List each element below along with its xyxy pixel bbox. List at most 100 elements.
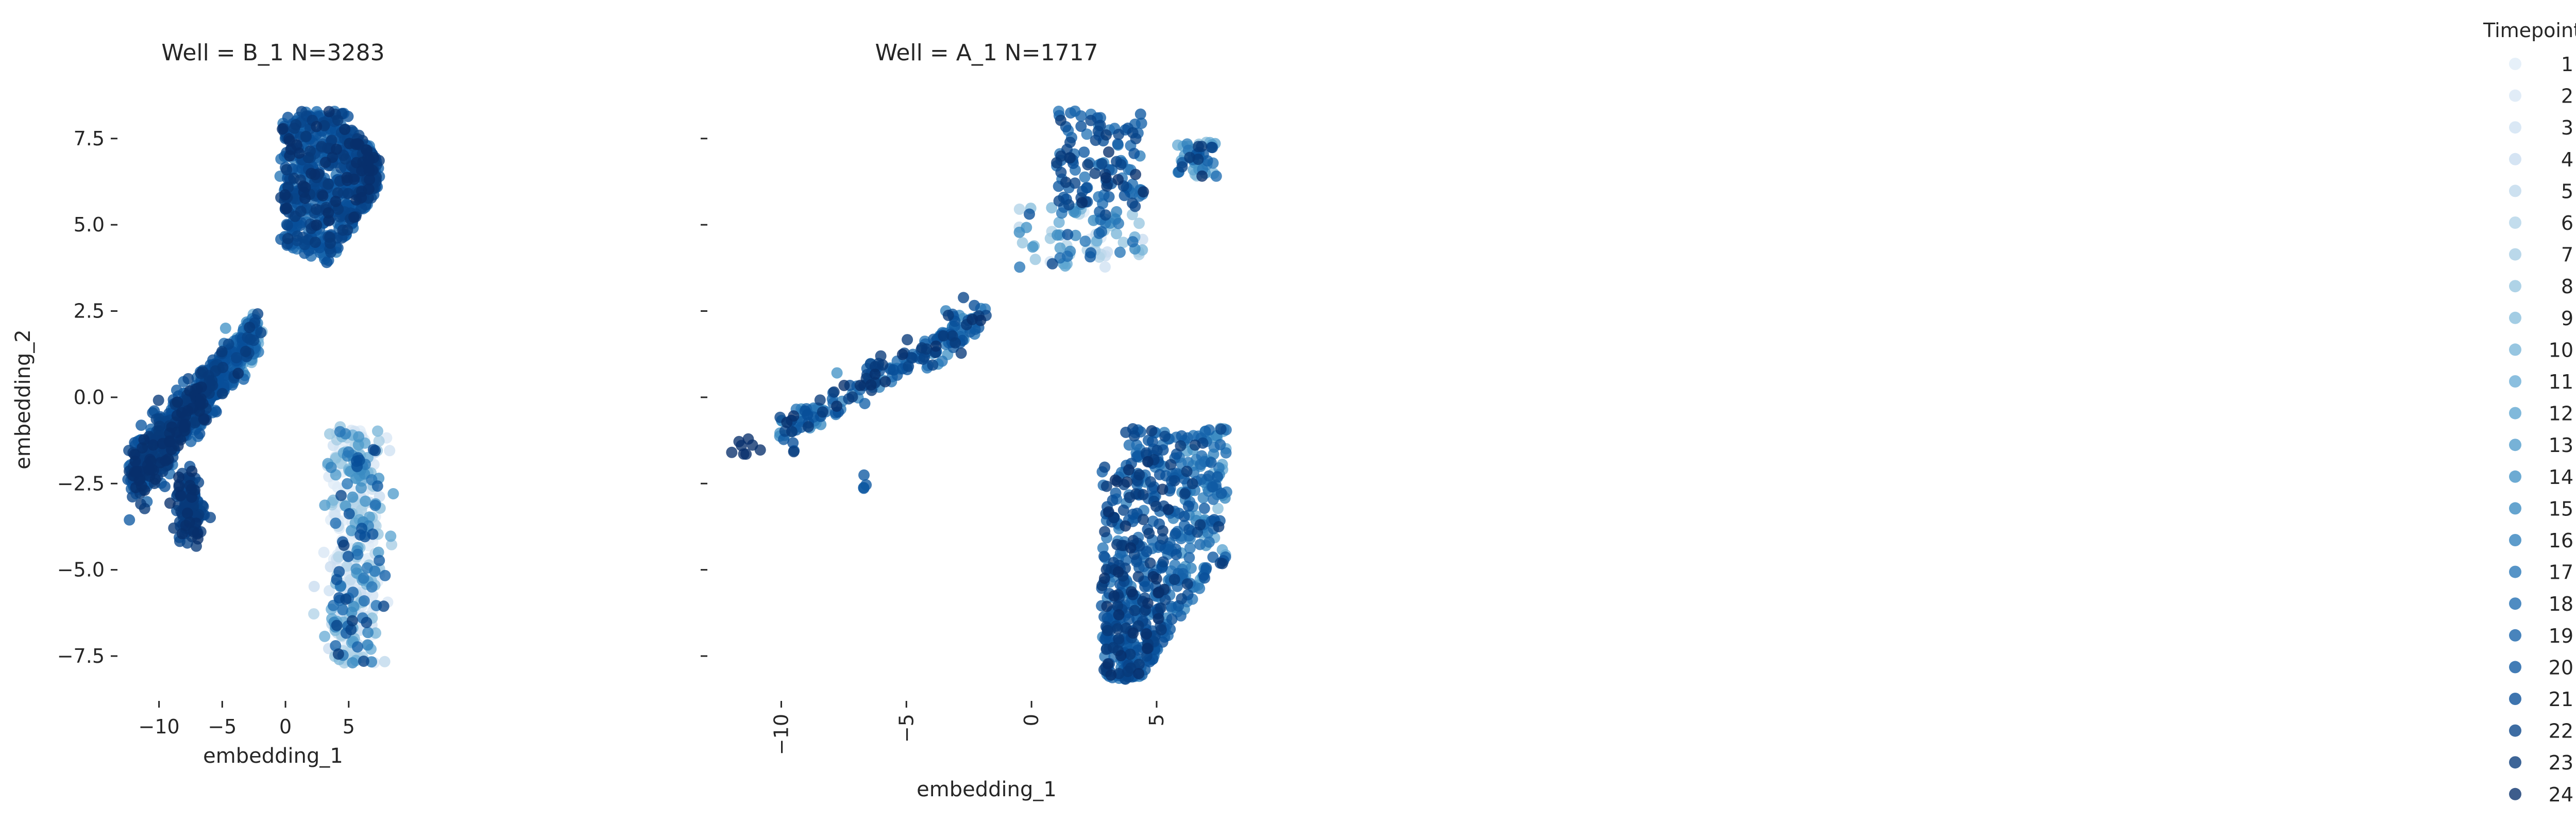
scatter-point — [1212, 471, 1223, 482]
scatter-point — [304, 145, 316, 157]
scatter-point — [384, 445, 395, 456]
scatter-point — [1112, 476, 1123, 488]
panel-2: Well = A_1 N=1717−10 −5 0 5embedding_1 — [701, 40, 1232, 801]
legend-label: 11 — [2549, 371, 2573, 393]
scatter-point — [154, 421, 165, 432]
scatter-point — [352, 641, 363, 652]
scatter-point — [1055, 167, 1066, 178]
y-tick-label: 2.5 — [74, 300, 105, 323]
scatter-point — [838, 380, 850, 391]
scatter-point — [319, 499, 330, 511]
scatter-point — [155, 457, 166, 468]
scatter-point — [351, 461, 363, 472]
scatter-point — [282, 233, 294, 244]
scatter-point — [831, 400, 842, 412]
scatter-point — [1099, 261, 1111, 273]
scatter-point — [187, 403, 198, 414]
scatter-point — [321, 257, 332, 268]
scatter-point — [1060, 177, 1072, 188]
scatter-point — [781, 417, 792, 428]
scatter-point — [295, 206, 307, 217]
scatter-point — [1027, 241, 1039, 253]
scatter-point — [1169, 574, 1180, 585]
scatter-point — [323, 178, 334, 190]
y-axis-label: embedding_2 — [11, 329, 35, 470]
scatter-point — [1182, 578, 1193, 590]
scatter-point — [244, 322, 255, 333]
scatter-point — [387, 488, 399, 499]
scatter-point — [1181, 466, 1193, 477]
scatter-point — [1047, 258, 1058, 270]
scatter-point — [1113, 609, 1125, 621]
scatter-point — [366, 581, 378, 593]
scatter-point — [1171, 549, 1182, 560]
scatter-point — [1103, 658, 1114, 669]
scatter-point — [186, 492, 197, 503]
scatter-point — [1105, 669, 1116, 681]
y-tick-label: 0.0 — [74, 386, 105, 409]
scatter-point — [1143, 528, 1155, 539]
scatter-point — [326, 462, 337, 473]
scatter-point — [252, 308, 263, 320]
scatter-point — [1051, 157, 1062, 169]
scatter-point — [331, 620, 343, 631]
scatter-point — [334, 426, 346, 438]
scatter-point — [815, 394, 826, 406]
scatter-point — [1017, 237, 1028, 248]
scatter-point — [755, 444, 766, 456]
legend-label: 10 — [2549, 339, 2573, 361]
scatter-point — [1159, 584, 1170, 595]
scatter-point — [1078, 146, 1090, 158]
legend-marker — [2509, 280, 2521, 292]
scatter-point — [788, 446, 800, 457]
scatter-point — [347, 657, 358, 668]
scatter-point — [1169, 475, 1180, 487]
legend-marker — [2509, 693, 2521, 705]
scatter-point — [353, 431, 364, 443]
scatter-point — [927, 359, 938, 371]
scatter-point — [902, 334, 913, 345]
legend-title: Timepoint — [2483, 19, 2576, 42]
scatter-point — [378, 600, 389, 612]
scatter-point — [1142, 456, 1154, 467]
legend-marker — [2509, 375, 2521, 388]
scatter-point — [320, 157, 331, 168]
scatter-point — [1170, 528, 1181, 539]
scatter-point — [943, 310, 954, 321]
scatter-point — [1103, 506, 1114, 517]
scatter-point — [1130, 169, 1141, 180]
scatter-point — [1055, 115, 1066, 126]
scatter-point — [1014, 261, 1025, 273]
legend-marker — [2509, 407, 2521, 420]
y-tick-label: −5.0 — [57, 559, 105, 581]
panel-title: Well = B_1 N=3283 — [161, 40, 384, 66]
scatter-point — [1193, 141, 1204, 152]
scatter-point — [875, 350, 887, 362]
scatter-point — [300, 131, 312, 142]
legend-marker — [2509, 121, 2521, 133]
scatter-point — [1200, 562, 1212, 574]
legend-label: 13 — [2549, 434, 2573, 457]
scatter-point — [1215, 439, 1226, 450]
legend-marker — [2509, 439, 2521, 451]
scatter-point — [1163, 504, 1174, 515]
legend-marker — [2509, 756, 2521, 768]
legend-label: 7 — [2561, 244, 2573, 266]
scatter-point — [1123, 464, 1134, 476]
scatter-point — [1113, 218, 1124, 229]
scatter-point — [309, 581, 320, 592]
scatter-point — [333, 566, 345, 577]
scatter-point — [341, 172, 352, 183]
scatter-point — [1179, 511, 1190, 522]
scatter-point — [1082, 159, 1093, 171]
scatter-point — [1199, 573, 1210, 584]
scatter-point — [1145, 558, 1156, 569]
scatter-point — [1206, 142, 1217, 153]
scatter-point — [1100, 172, 1112, 183]
scatter-point — [1075, 110, 1087, 122]
legend-label: 22 — [2549, 720, 2573, 743]
scatter-point — [1179, 488, 1191, 499]
scatter-point — [361, 617, 372, 628]
scatter-point — [290, 119, 301, 130]
scatter-point — [1120, 427, 1131, 438]
